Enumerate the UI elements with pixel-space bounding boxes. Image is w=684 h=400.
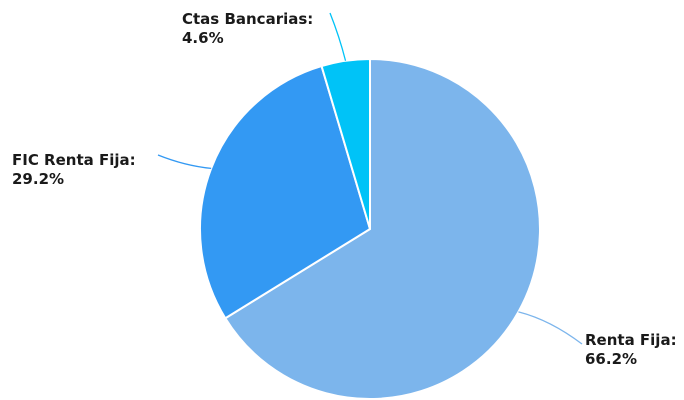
pie-slice-fic-renta-fija[interactable] (199, 65, 371, 320)
slice-label-renta-fija: Renta Fija: (585, 331, 677, 349)
pie-slices (199, 58, 541, 400)
connector-renta-fija (518, 311, 583, 345)
connector-ctas-bancarias (329, 12, 347, 61)
slice-label-ctas-bancarias: Ctas Bancarias: (182, 10, 313, 28)
slice-label-fic-renta-fija: FIC Renta Fija: (12, 151, 136, 169)
connector-fic-renta-fija (157, 154, 212, 170)
pie-slice-ctas-bancarias[interactable] (320, 58, 371, 230)
slice-value-fic-renta-fija: 29.2% (12, 170, 64, 188)
data-labels: Renta Fija: 66.2% FIC Renta Fija: 29.2% … (12, 10, 677, 368)
label-connectors (157, 12, 583, 345)
slice-value-renta-fija: 66.2% (585, 350, 637, 368)
slice-value-ctas-bancarias: 4.6% (182, 29, 224, 47)
